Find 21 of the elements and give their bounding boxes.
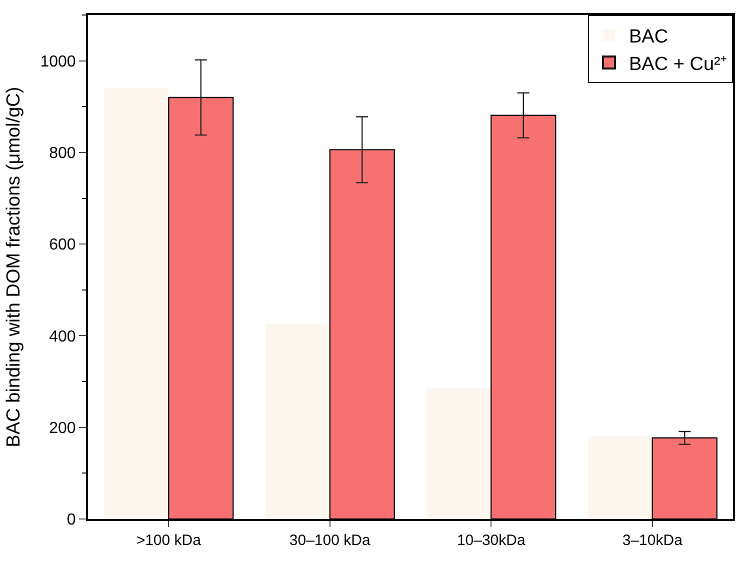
x-tick-label: 3–10kDa bbox=[622, 532, 684, 549]
x-tick-label: 10–30kDa bbox=[456, 532, 526, 549]
y-tick-label: 0 bbox=[66, 512, 76, 529]
bar bbox=[588, 436, 652, 519]
bar bbox=[104, 88, 169, 519]
y-tick-label: 800 bbox=[49, 145, 76, 162]
bar bbox=[652, 437, 718, 519]
x-tick-label: 30–100 kDa bbox=[289, 532, 371, 549]
legend-label: BAC bbox=[629, 26, 668, 48]
bar bbox=[426, 388, 492, 519]
bar bbox=[329, 149, 395, 519]
legend-label: BAC + Cu²⁺ bbox=[629, 54, 726, 75]
y-tick-label: 600 bbox=[49, 236, 76, 254]
y-tick-label: 1000 bbox=[40, 53, 76, 70]
x-tick-label: >100 kDa bbox=[136, 532, 202, 549]
bar bbox=[490, 114, 556, 519]
y-tick-label: 400 bbox=[49, 328, 76, 346]
y-tick-label: 200 bbox=[49, 420, 76, 437]
bar bbox=[265, 324, 330, 519]
y-axis-title: BAC binding with DOM fractions (μmol/gC) bbox=[4, 86, 25, 448]
bar bbox=[168, 96, 234, 519]
